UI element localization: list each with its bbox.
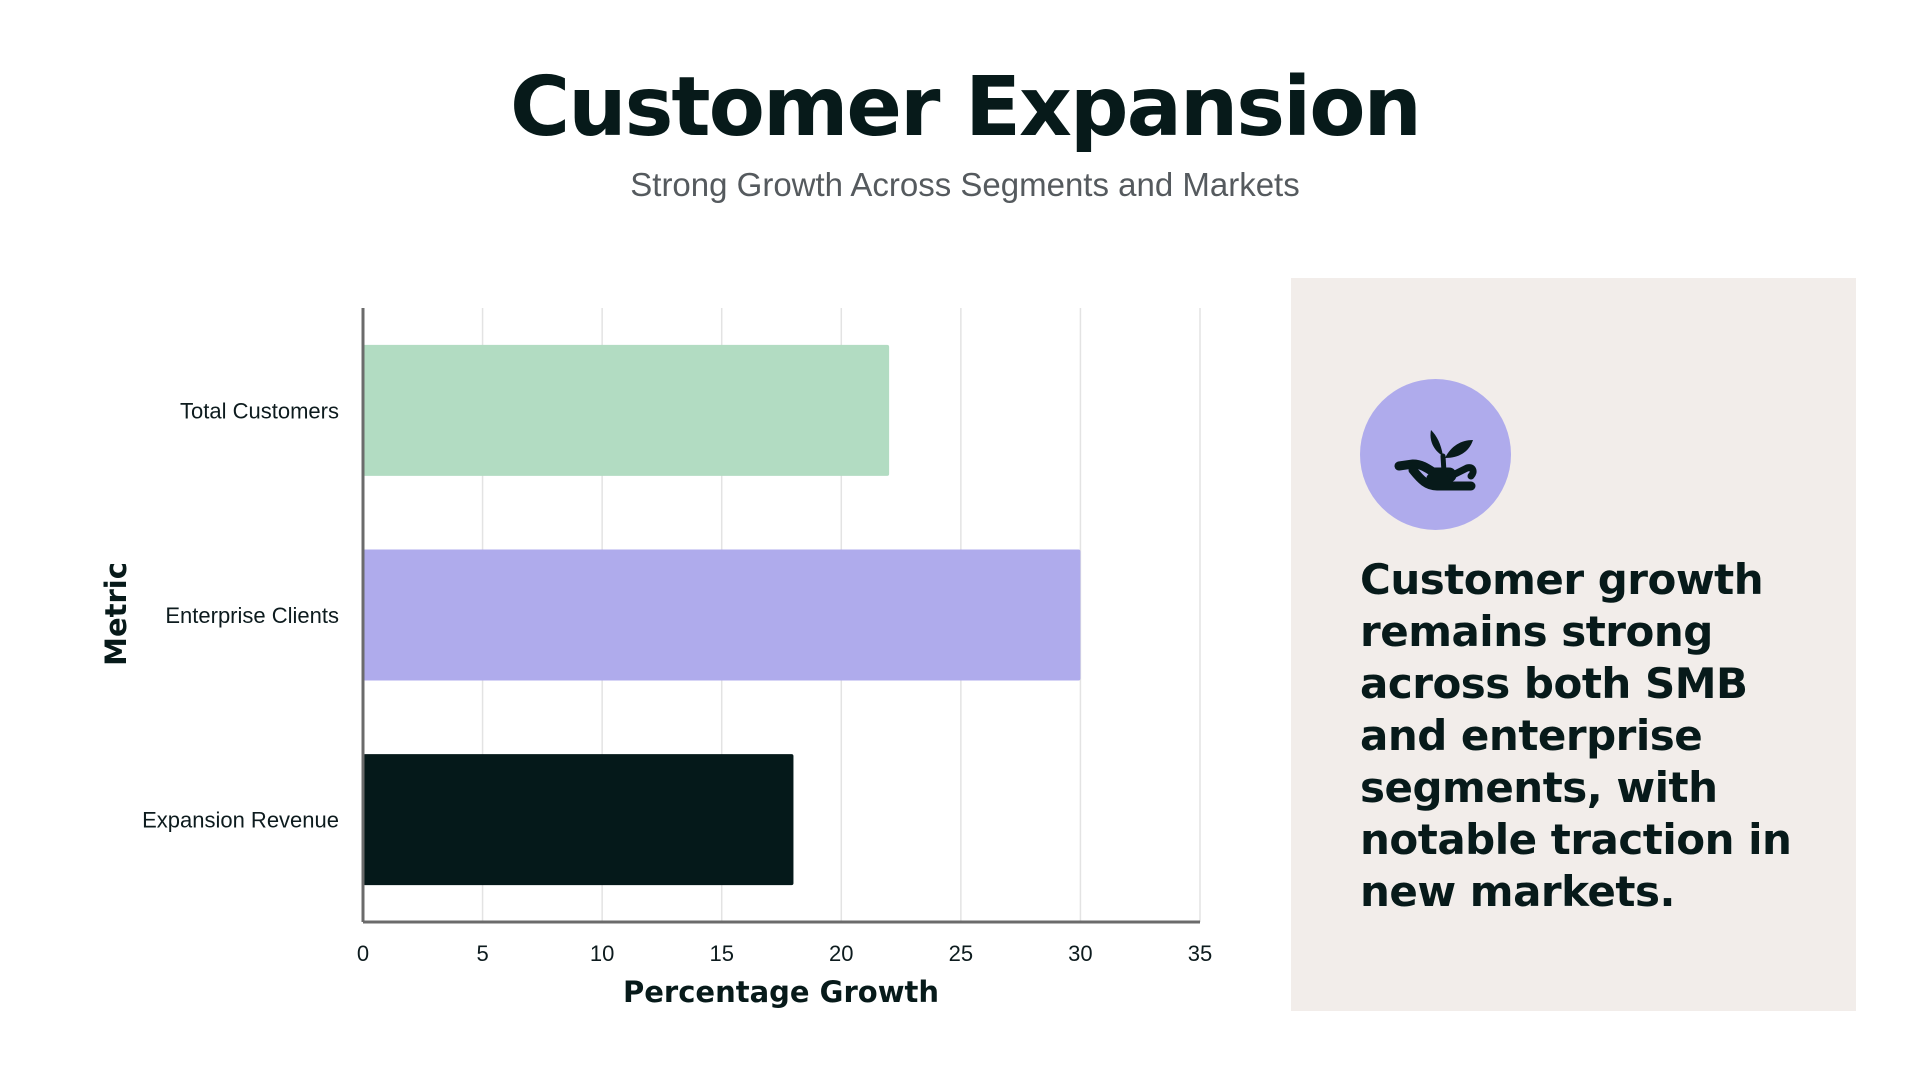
x-tick-label: 10	[590, 941, 614, 966]
insight-text: Customer growth remains strong across bo…	[1360, 555, 1792, 916]
bar-enterprise-clients	[363, 549, 1081, 681]
plant-in-hand-icon	[1394, 429, 1477, 490]
page-title: Customer Expansion	[510, 60, 1422, 155]
y-category-label: Enterprise Clients	[165, 603, 339, 628]
y-category-labels: Total Customers Enterprise Clients Expansi…	[142, 398, 339, 832]
x-tick-label: 30	[1068, 941, 1092, 966]
x-tick-label: 0	[357, 941, 369, 966]
y-category-label: Total Customers	[180, 398, 339, 423]
y-category-label: Expansion Revenue	[142, 808, 339, 833]
bar-chart: 0 5 10 15 20 25 30 35 Total Customers Enterprise…	[99, 308, 1212, 1009]
icon-circle	[1360, 379, 1511, 530]
y-axis-title: Metric	[99, 562, 133, 666]
x-tick-label: 35	[1188, 941, 1212, 966]
x-tick-label: 20	[829, 941, 853, 966]
x-tick-label: 5	[476, 941, 488, 966]
x-axis-title: Percentage Growth	[623, 975, 939, 1009]
chart-axes	[361, 308, 1200, 924]
x-tick-label: 15	[709, 941, 733, 966]
bar-total-customers	[363, 344, 890, 476]
chart-bars	[363, 344, 1081, 886]
insight-panel: Customer growth remains strong across bo…	[1291, 278, 1856, 1011]
x-tick-labels: 0 5 10 15 20 25 30 35	[357, 941, 1212, 966]
x-tick-label: 25	[949, 941, 973, 966]
bar-expansion-revenue	[363, 754, 794, 886]
page-subtitle: Strong Growth Across Segments and Market…	[630, 166, 1300, 203]
